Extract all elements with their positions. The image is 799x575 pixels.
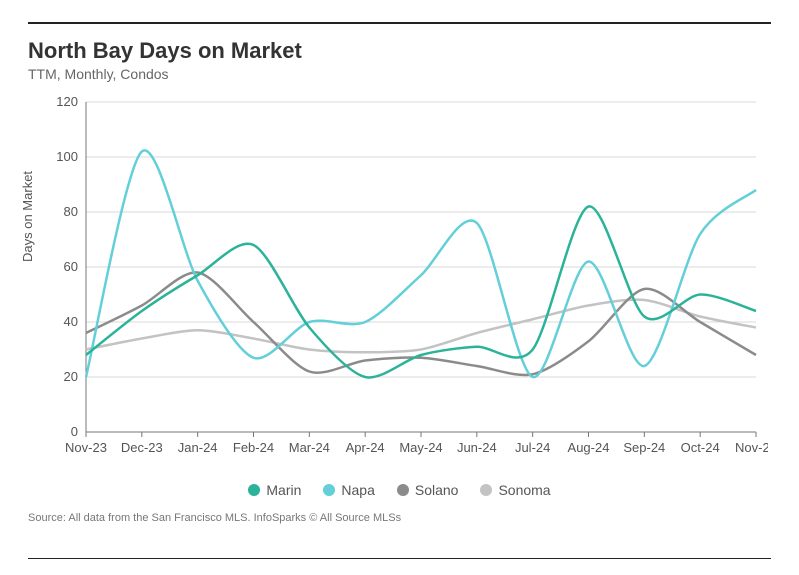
svg-text:Jan-24: Jan-24 xyxy=(178,440,218,455)
top-rule xyxy=(28,22,771,24)
svg-text:40: 40 xyxy=(64,314,78,329)
svg-text:60: 60 xyxy=(64,259,78,274)
svg-text:Nov-23: Nov-23 xyxy=(65,440,107,455)
legend-label: Sonoma xyxy=(498,482,550,498)
chart-legend: Marin Napa Solano Sonoma xyxy=(28,482,771,498)
line-chart-svg: 0 20 40 60 80 100 120 Nov-23 Dec-23 Jan-24 Feb-24 M… xyxy=(28,92,768,472)
chart-subtitle: TTM, Monthly, Condos xyxy=(28,66,771,82)
series-solano xyxy=(86,272,756,375)
svg-text:Apr-24: Apr-24 xyxy=(346,440,385,455)
legend-label: Napa xyxy=(341,482,374,498)
svg-text:80: 80 xyxy=(64,204,78,219)
svg-text:100: 100 xyxy=(56,149,78,164)
legend-swatch xyxy=(248,484,260,496)
svg-text:Aug-24: Aug-24 xyxy=(568,440,610,455)
chart-title: North Bay Days on Market xyxy=(28,38,771,64)
svg-text:Mar-24: Mar-24 xyxy=(289,440,330,455)
y-axis-label: Days on Market xyxy=(20,171,35,262)
svg-text:Oct-24: Oct-24 xyxy=(681,440,720,455)
source-text: Source: All data from the San Francisco … xyxy=(28,512,771,524)
svg-text:Jun-24: Jun-24 xyxy=(457,440,497,455)
legend-swatch xyxy=(480,484,492,496)
series-napa xyxy=(86,150,756,377)
legend-label: Marin xyxy=(266,482,301,498)
legend-item-sonoma: Sonoma xyxy=(480,482,550,498)
legend-item-napa: Napa xyxy=(323,482,374,498)
svg-text:Sep-24: Sep-24 xyxy=(623,440,665,455)
svg-text:Dec-23: Dec-23 xyxy=(121,440,163,455)
legend-swatch xyxy=(397,484,409,496)
svg-text:Feb-24: Feb-24 xyxy=(233,440,274,455)
legend-swatch xyxy=(323,484,335,496)
legend-item-marin: Marin xyxy=(248,482,301,498)
chart-area: Days on Market 020406080100120Nov-23Dec-… xyxy=(28,92,768,472)
series-sonoma xyxy=(86,300,756,353)
legend-item-solano: Solano xyxy=(397,482,459,498)
svg-text:120: 120 xyxy=(56,94,78,109)
svg-text:Jul-24: Jul-24 xyxy=(515,440,550,455)
bottom-rule xyxy=(28,558,771,559)
svg-text:20: 20 xyxy=(64,369,78,384)
svg-text:May-24: May-24 xyxy=(399,440,442,455)
svg-text:0: 0 xyxy=(71,424,78,439)
legend-label: Solano xyxy=(415,482,459,498)
svg-text:Nov-24: Nov-24 xyxy=(735,440,768,455)
